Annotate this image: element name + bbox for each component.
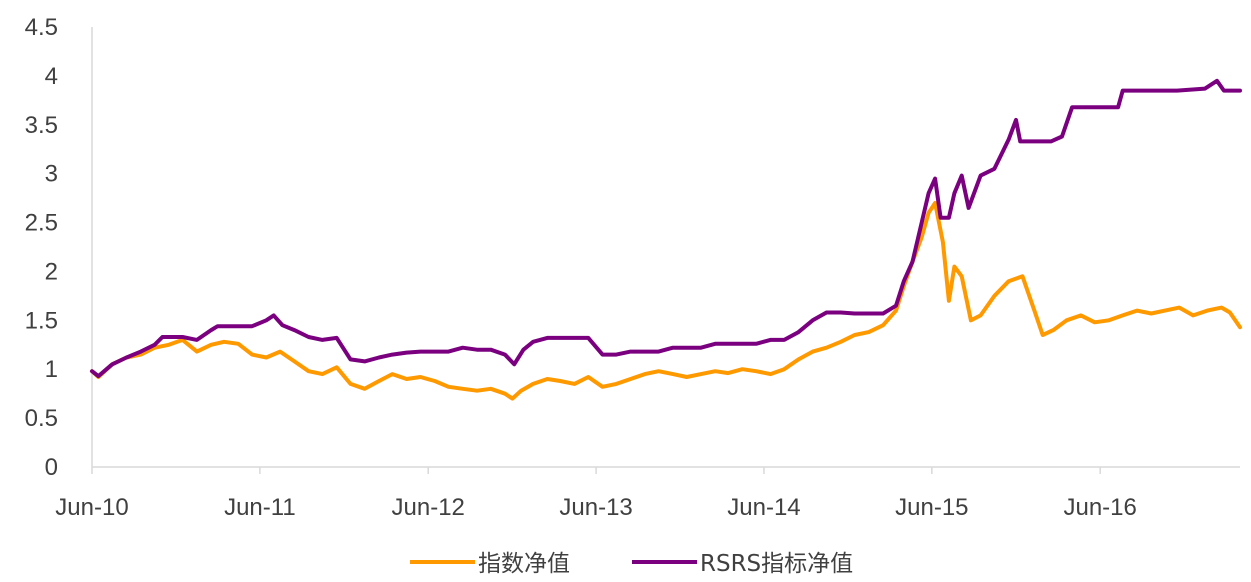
x-tick-label: Jun-14: [727, 494, 800, 521]
y-tick-label: 3: [45, 161, 58, 188]
legend-label: 指数净值: [478, 551, 570, 577]
x-tick-label: Jun-15: [895, 494, 968, 521]
y-tick-label: 2: [45, 258, 58, 285]
x-tick-label: Jun-10: [55, 494, 128, 521]
x-tick-label: Jun-11: [224, 494, 296, 521]
y-tick-label: 1: [45, 356, 58, 383]
y-tick-label: 0: [45, 454, 58, 481]
y-tick-label: 0.5: [25, 405, 58, 432]
x-tick-label: Jun-13: [559, 494, 632, 521]
y-tick-label: 3.5: [25, 112, 58, 139]
legend: 指数净值 RSRS指标净值: [410, 551, 853, 577]
legend-label: RSRS指标净值: [700, 551, 853, 577]
y-tick-label: 4: [45, 63, 58, 90]
series-line-index: [90, 201, 1242, 401]
y-tick-label: 2.5: [25, 210, 58, 237]
y-tick-label: 4.5: [25, 14, 58, 41]
series-line-rsrs: [90, 78, 1242, 379]
y-tick-label: 1.5: [25, 307, 58, 334]
x-tick-label: Jun-12: [392, 494, 465, 521]
x-tick-label: Jun-16: [1063, 494, 1136, 521]
